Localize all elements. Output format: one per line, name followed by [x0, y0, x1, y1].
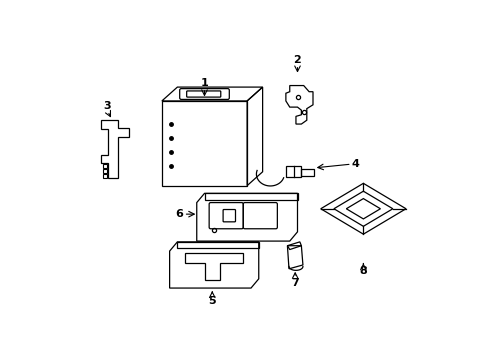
Text: 4: 4	[351, 159, 359, 169]
Bar	[162, 101, 246, 186]
Bar	[301, 169, 313, 176]
Text: 2: 2	[293, 55, 301, 65]
Text: 1: 1	[200, 78, 208, 88]
Bar	[285, 166, 301, 177]
Text: 3: 3	[103, 101, 111, 111]
Text: 6: 6	[175, 209, 183, 219]
Text: 5: 5	[208, 296, 216, 306]
Text: 7: 7	[291, 278, 299, 288]
Text: 8: 8	[359, 266, 366, 276]
